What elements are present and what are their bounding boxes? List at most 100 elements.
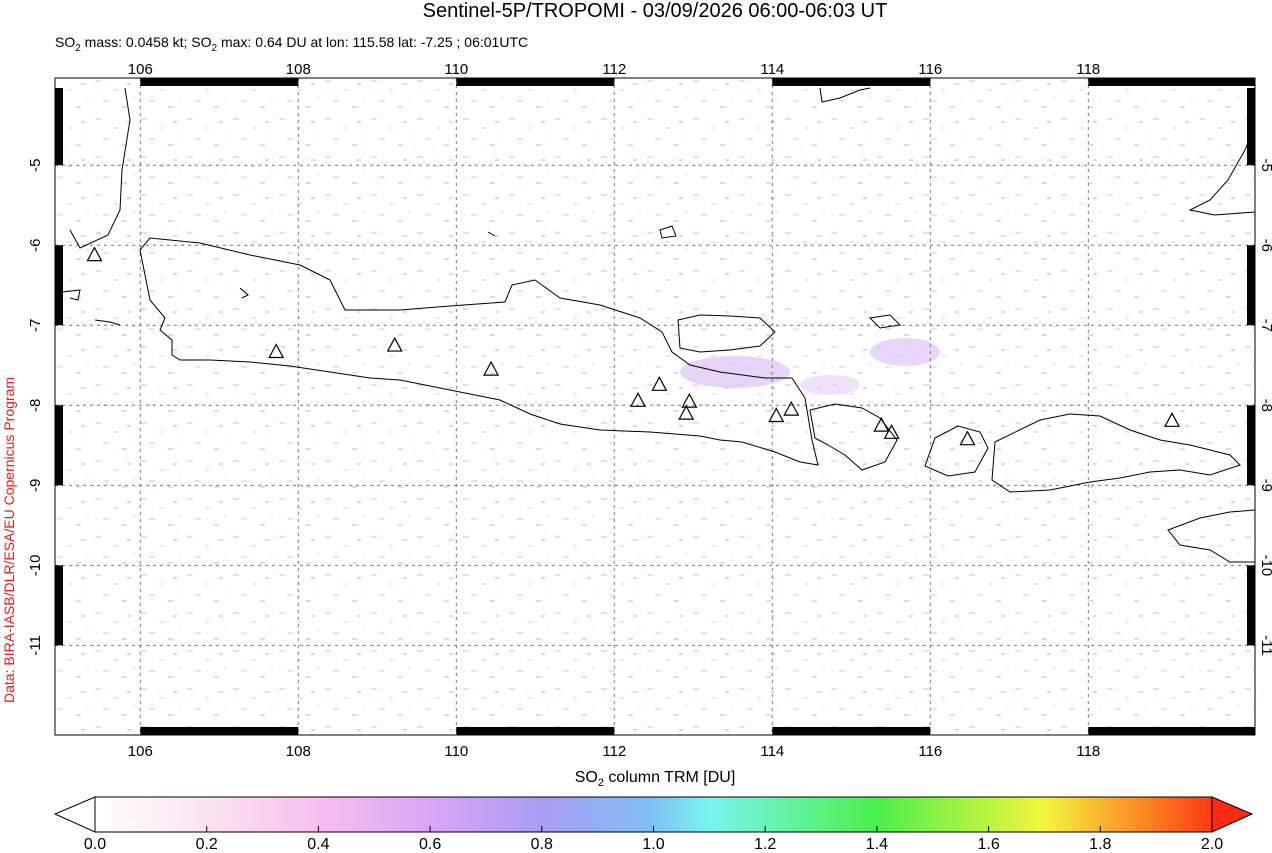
so2-plume xyxy=(680,356,790,388)
subtitle-part: max: 0.64 DU at lon: 115.58 lat: -7.25 ;… xyxy=(217,34,528,50)
frame-band xyxy=(55,405,63,486)
x-tick-label: 116 xyxy=(918,743,942,760)
frame-band xyxy=(55,88,63,166)
map-area xyxy=(55,78,1255,735)
y-tick-label: -7 xyxy=(1258,319,1272,332)
volcano xyxy=(651,376,668,391)
colorbar-tick-label: 1.6 xyxy=(977,836,999,853)
colorbar-tick-label: 0.2 xyxy=(196,836,218,853)
map-border xyxy=(54,77,1256,736)
colorbar-tick-label: 0.4 xyxy=(307,836,329,853)
y-tick-label: -6 xyxy=(1258,239,1272,252)
y-tick-label: -9 xyxy=(1258,479,1272,492)
frame-band xyxy=(772,78,931,86)
volcano xyxy=(386,336,403,352)
x-tick-label: 118 xyxy=(1076,61,1100,78)
volcanoes xyxy=(86,246,1181,446)
x-tick-label: 118 xyxy=(1076,743,1100,760)
y-tick-label: -8 xyxy=(27,399,44,412)
colorbar-under-arrow xyxy=(53,796,96,833)
frame-band xyxy=(55,565,63,646)
frame-band xyxy=(1088,727,1255,735)
colorbar-tick-label: 1.4 xyxy=(866,836,888,853)
subscript: 2 xyxy=(75,43,81,54)
colorbar-tick-label: 0.0 xyxy=(84,836,106,853)
coastline xyxy=(677,314,776,353)
colorbar-tick-label: 1.2 xyxy=(754,836,776,853)
volcano xyxy=(1164,412,1181,427)
colorbar-tick-label: 0.6 xyxy=(419,836,441,853)
frame-band xyxy=(140,78,299,86)
x-tick-label: 108 xyxy=(286,743,311,760)
volcano xyxy=(678,404,695,420)
x-tick-label: 112 xyxy=(602,61,626,78)
frame-band xyxy=(140,727,299,735)
colorbar-tick-label: 0.8 xyxy=(531,836,553,853)
x-tick-label: 114 xyxy=(760,61,784,78)
so2-plume xyxy=(870,338,940,366)
coastline xyxy=(1167,509,1255,563)
x-tick-label: 110 xyxy=(444,743,468,760)
colorbar-tick-label: 1.0 xyxy=(642,836,664,853)
volcano xyxy=(86,246,103,262)
volcano xyxy=(768,407,785,423)
subtitle: SO2 mass: 0.0458 kt; SO2 max: 0.64 DU at… xyxy=(55,34,528,54)
coastline xyxy=(924,425,989,477)
subtitle-part: mass: 0.0458 kt; SO xyxy=(81,34,212,50)
x-tick-label: 116 xyxy=(918,61,942,78)
so2-plume xyxy=(800,375,860,395)
frame-band xyxy=(1247,245,1255,326)
coastline xyxy=(991,413,1241,493)
subscript: 2 xyxy=(212,43,218,54)
subscript: 2 xyxy=(598,777,604,789)
colorbar-label: SO2 column TRM [DU] xyxy=(575,769,736,789)
subtitle-part: SO xyxy=(55,34,75,50)
coastline xyxy=(139,237,819,466)
volcano xyxy=(959,430,976,446)
frame-band xyxy=(1088,78,1255,86)
frame-band xyxy=(772,727,931,735)
y-tick-label: -11 xyxy=(27,635,44,656)
y-tick-label: -10 xyxy=(1258,555,1272,577)
colorbar-over-arrow xyxy=(1211,796,1254,833)
x-tick-label: 112 xyxy=(602,743,626,760)
x-tick-label: 114 xyxy=(760,743,784,760)
frame-band xyxy=(1247,565,1255,646)
y-tick-label: -7 xyxy=(27,319,44,332)
x-tick-label: 108 xyxy=(286,61,311,78)
colorbar-ticks: 0.0 0.2 0.4 0.6 0.8 1.0 1.2 1.4 1.6 1.8 2.0 xyxy=(84,826,1223,853)
y-tick-label: -5 xyxy=(1258,159,1272,172)
y-tick-label: -6 xyxy=(27,239,44,252)
x-tick-label: 106 xyxy=(128,743,153,760)
frame-band xyxy=(456,78,615,86)
frame-band xyxy=(456,727,615,735)
volcano xyxy=(783,400,800,416)
grid xyxy=(55,78,1255,735)
coastline xyxy=(239,225,902,329)
colorbar-tick-label: 2.0 xyxy=(1201,836,1223,853)
y-tick-label: -5 xyxy=(27,159,44,172)
frame-band xyxy=(1247,88,1255,166)
x-tick-label: 106 xyxy=(128,61,153,78)
colorbar-label-part: column TRM [DU] xyxy=(604,769,735,786)
colorbar-label-part: SO xyxy=(575,769,598,786)
volcano xyxy=(268,343,285,359)
frame xyxy=(55,78,1255,735)
y-tick-label: -8 xyxy=(1258,399,1272,412)
title: Sentinel-5P/TROPOMI - 03/09/2026 06:00-0… xyxy=(423,0,888,22)
so2-background xyxy=(55,78,1255,735)
frame-band xyxy=(55,245,63,326)
credit: Data: BIRA-IASB/DLR/ESA/EU Copernicus Pr… xyxy=(1,377,17,703)
coastline xyxy=(809,403,898,471)
colorbar-tick-label: 1.8 xyxy=(1089,836,1111,853)
frame-band xyxy=(1247,405,1255,486)
y-tick-label: -11 xyxy=(1258,635,1272,656)
x-tick-label: 110 xyxy=(444,61,468,78)
volcano xyxy=(681,392,698,408)
volcano xyxy=(873,416,890,432)
volcano xyxy=(483,360,500,376)
coastline xyxy=(819,87,1255,216)
volcano xyxy=(630,392,647,407)
volcano xyxy=(883,424,900,439)
